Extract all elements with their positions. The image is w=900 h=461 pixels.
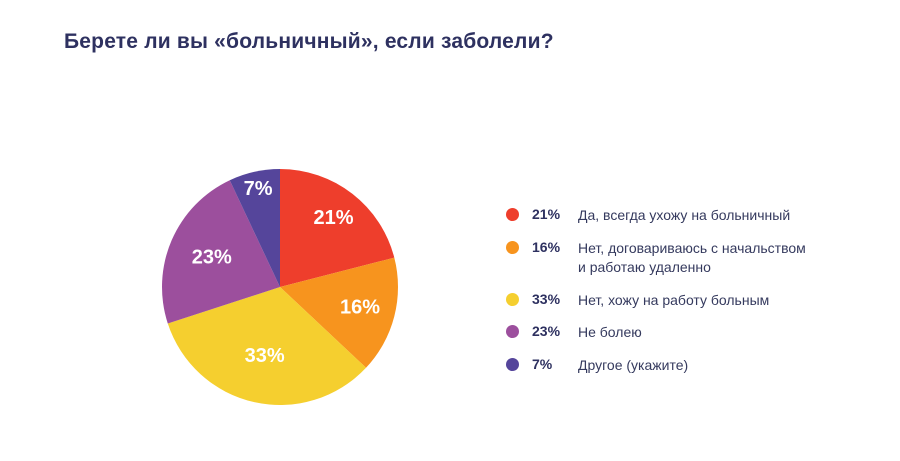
pie-slice: [280, 257, 398, 368]
legend-item: 23% Не болею: [506, 323, 806, 343]
pie-slice-percent-label: 33%: [245, 345, 285, 367]
legend-label: Не болею: [578, 324, 642, 341]
legend-percent: 21%: [532, 206, 561, 222]
legend-item: 21% Да, всегда ухожу на больничный: [506, 206, 806, 226]
legend-color-dot: [506, 240, 519, 254]
pie-slice: [229, 169, 280, 287]
pie-slice-percent-label: 7%: [244, 178, 273, 200]
legend-item: 16% Нет, договариваюсь с начальством и ра…: [506, 239, 806, 278]
legend-percent: 7%: [532, 355, 553, 372]
legend-label: Нет, хожу на работу больным: [578, 291, 770, 308]
pie-slice: [167, 287, 367, 405]
legend-label: Другое (укажите): [578, 356, 689, 373]
pie-chart: 21% 16% 33% 23% 7%: [162, 169, 398, 405]
legend-item: 33% Нет, хожу на работу больным: [506, 291, 806, 311]
legend-label: Нет, договариваюсь с начальством и работ…: [578, 239, 806, 276]
legend-color-dot: [506, 357, 519, 371]
legend-color-dot: [506, 292, 519, 306]
pie-slice-percent-label: 16%: [340, 297, 380, 319]
legend-percent: 33%: [532, 290, 561, 307]
legend-label: Да, всегда ухожу на больничный: [578, 207, 791, 223]
legend-percent: 16%: [532, 238, 561, 255]
legend-color-dot: [506, 325, 519, 339]
legend-item: 7% Другое (укажите): [506, 356, 806, 376]
legend-percent: 23%: [532, 323, 561, 340]
pie-slice-percent-label: 21%: [313, 207, 353, 229]
chart-title: Берете ли вы «больничный», если заболели…: [64, 30, 554, 53]
legend: 21% Да, всегда ухожу на больничный 16% Нет,…: [506, 206, 806, 376]
pie-slice-percent-label: 23%: [192, 247, 232, 269]
legend-color-dot: [506, 208, 519, 221]
pie-slice: [280, 169, 395, 287]
pie-slice: [162, 180, 280, 324]
